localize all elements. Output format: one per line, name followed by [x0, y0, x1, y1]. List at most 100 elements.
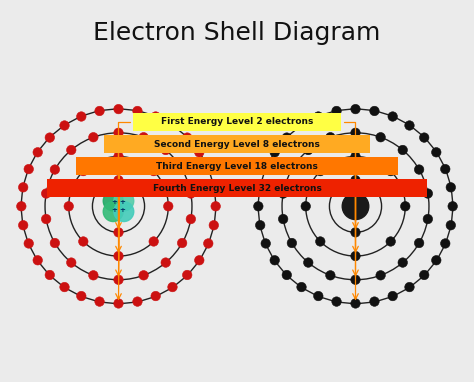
Circle shape [133, 297, 142, 306]
Circle shape [270, 147, 280, 157]
Circle shape [419, 270, 429, 280]
Circle shape [182, 133, 192, 142]
Circle shape [297, 282, 306, 292]
Circle shape [24, 239, 34, 248]
Circle shape [405, 121, 414, 130]
Circle shape [316, 166, 325, 176]
Circle shape [398, 145, 408, 155]
Circle shape [66, 258, 76, 267]
Circle shape [261, 164, 271, 174]
Circle shape [89, 270, 98, 280]
Circle shape [351, 299, 360, 308]
Circle shape [370, 106, 379, 116]
Circle shape [303, 145, 313, 155]
Circle shape [203, 239, 213, 248]
Circle shape [440, 164, 450, 174]
Circle shape [314, 291, 323, 301]
Circle shape [414, 165, 424, 174]
Circle shape [151, 291, 160, 301]
Circle shape [370, 297, 379, 306]
Circle shape [431, 256, 441, 265]
Circle shape [139, 270, 148, 280]
Circle shape [33, 256, 43, 265]
Circle shape [114, 228, 123, 237]
Circle shape [182, 270, 192, 280]
Circle shape [398, 258, 408, 267]
Text: +: + [111, 199, 118, 205]
Circle shape [351, 128, 360, 138]
Circle shape [303, 258, 313, 267]
Circle shape [45, 133, 55, 142]
Circle shape [149, 237, 158, 246]
Circle shape [186, 189, 196, 198]
Circle shape [342, 193, 369, 220]
Circle shape [351, 104, 360, 114]
Circle shape [255, 220, 265, 230]
Text: Second Energy Level 8 electrons: Second Energy Level 8 electrons [154, 139, 320, 149]
Circle shape [114, 299, 123, 308]
Circle shape [95, 297, 104, 306]
Text: +: + [111, 207, 118, 213]
Text: Third Energy Level 18 electrons: Third Energy Level 18 electrons [156, 162, 318, 171]
Circle shape [103, 202, 123, 222]
Circle shape [151, 112, 160, 121]
Circle shape [255, 183, 265, 192]
Circle shape [164, 202, 173, 211]
Circle shape [351, 228, 360, 237]
Circle shape [209, 183, 219, 192]
Circle shape [168, 121, 177, 130]
Circle shape [79, 237, 88, 246]
Circle shape [376, 133, 385, 142]
Circle shape [33, 147, 43, 157]
Circle shape [401, 202, 410, 211]
Text: +: + [119, 207, 126, 213]
Circle shape [316, 237, 325, 246]
Circle shape [423, 189, 433, 198]
Circle shape [419, 133, 429, 142]
Circle shape [332, 106, 341, 116]
Circle shape [254, 202, 263, 211]
Circle shape [77, 291, 86, 301]
Circle shape [261, 239, 271, 248]
Circle shape [431, 147, 441, 157]
Circle shape [388, 291, 397, 301]
Circle shape [282, 270, 292, 280]
Circle shape [17, 202, 26, 211]
Circle shape [194, 147, 204, 157]
Circle shape [446, 183, 456, 192]
Circle shape [161, 145, 171, 155]
Circle shape [50, 238, 60, 248]
Circle shape [448, 202, 457, 211]
Circle shape [351, 251, 360, 261]
Circle shape [114, 251, 123, 261]
Circle shape [60, 121, 69, 130]
Circle shape [332, 297, 341, 306]
Circle shape [149, 166, 158, 176]
Circle shape [79, 166, 88, 176]
Circle shape [168, 282, 177, 292]
Circle shape [161, 258, 171, 267]
Circle shape [18, 183, 28, 192]
Circle shape [278, 214, 288, 224]
Circle shape [133, 106, 142, 116]
Circle shape [114, 128, 123, 138]
Circle shape [287, 165, 297, 174]
Circle shape [388, 112, 397, 121]
Circle shape [114, 275, 123, 285]
Circle shape [446, 220, 456, 230]
Circle shape [297, 121, 306, 130]
Circle shape [376, 270, 385, 280]
Circle shape [41, 189, 51, 198]
Circle shape [405, 282, 414, 292]
Circle shape [351, 152, 360, 161]
Circle shape [64, 202, 73, 211]
Circle shape [50, 165, 60, 174]
Circle shape [203, 164, 213, 174]
Circle shape [278, 189, 288, 198]
Circle shape [414, 238, 424, 248]
Circle shape [326, 133, 335, 142]
Circle shape [66, 145, 76, 155]
FancyBboxPatch shape [133, 113, 341, 131]
Circle shape [440, 239, 450, 248]
Circle shape [177, 165, 187, 174]
